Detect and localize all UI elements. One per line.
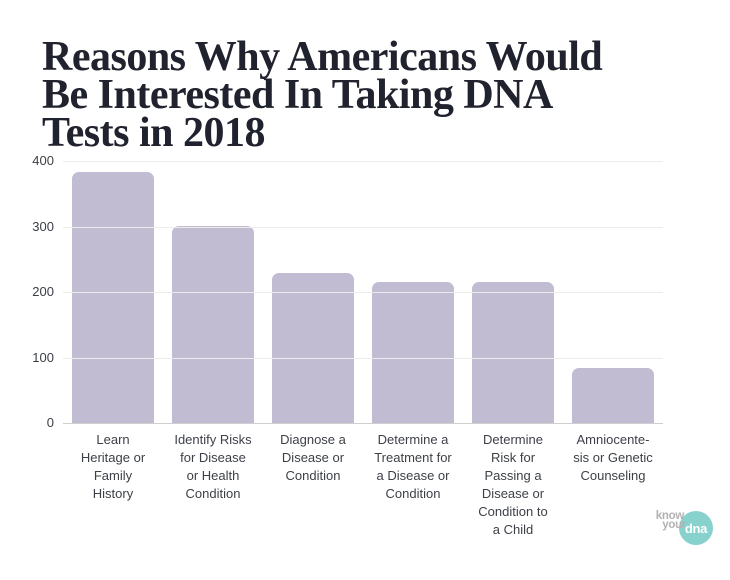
bar-slot-1 xyxy=(163,162,263,424)
gridline-200 xyxy=(63,292,663,293)
x-axis-label-line: Learn xyxy=(96,432,130,447)
x-axis-label-line: a Disease or xyxy=(376,468,450,483)
bar-slot-3 xyxy=(363,162,463,424)
knowyourdna-logo: know your dna xyxy=(650,506,716,548)
x-axis-label-line: Family xyxy=(93,468,133,483)
x-axis-label-line: Condition to xyxy=(478,504,548,519)
x-axis-label-line: Diagnose a xyxy=(280,432,346,447)
x-axis-label-line: or Health xyxy=(186,468,240,483)
y-tick-label-0: 0 xyxy=(46,415,54,430)
bar-3 xyxy=(372,281,454,424)
bar-slot-2 xyxy=(263,162,363,424)
x-axis-label-line: a Child xyxy=(492,522,534,537)
chart-title-line-2: Be Interested In Taking DNA xyxy=(42,72,553,118)
x-axis-label-line: Disease or xyxy=(481,486,545,501)
x-axis-label-3: Determine a Treatment for a Disease or Cond… xyxy=(363,431,463,539)
x-axis-label-line: Heritage or xyxy=(80,450,146,465)
x-axis-labels: Learn Heritage or Family History Identify Ri… xyxy=(63,431,663,539)
logo-text-dna: dna xyxy=(684,520,708,536)
x-axis-label-line: Determine xyxy=(483,432,543,447)
x-axis-label-0: Learn Heritage or Family History xyxy=(63,431,163,539)
x-axis-label-line: for Disease xyxy=(180,450,246,465)
gridline-300 xyxy=(63,226,663,228)
x-axis-label-line: sis or Genetic xyxy=(573,450,653,465)
bar-1 xyxy=(172,225,254,424)
y-tick-label-100: 100 xyxy=(32,349,54,365)
x-axis-label-5: Amniocente-sis or Genetic Counseling xyxy=(563,431,663,539)
x-axis-label-line: Disease or xyxy=(281,450,345,465)
bar-2 xyxy=(272,273,354,424)
y-tick-label-200: 200 xyxy=(32,284,54,299)
logo-dna-circle: dna xyxy=(679,511,713,545)
bar-slot-4 xyxy=(463,162,563,424)
x-axis-label-line: Treatment for xyxy=(374,450,452,465)
bar-5 xyxy=(572,368,654,424)
plot-area: 0 100 200 300 400 xyxy=(32,154,663,430)
chart-title: Reasons Why Americans Would Be Intereste… xyxy=(42,34,603,156)
chart-title-line-1: Reasons Why Americans Would xyxy=(42,34,603,80)
x-axis-label-line: Condition xyxy=(385,486,441,501)
gridline-400 xyxy=(63,161,663,162)
chart-title-line-3: Tests in 2018 xyxy=(42,110,266,156)
x-axis-label-line: Amniocente- xyxy=(576,432,650,447)
x-axis-label-line: Identify Risks xyxy=(174,432,252,447)
x-axis-label-1: Identify Risks for Disease or Health Condit… xyxy=(163,431,263,539)
x-axis-label-line: Passing a xyxy=(484,468,542,483)
x-axis-label-line: Determine a xyxy=(377,432,449,447)
x-axis-label-line: Counseling xyxy=(580,468,646,483)
x-axis-label-line: Condition xyxy=(285,468,341,483)
bar-slot-5 xyxy=(563,162,663,424)
x-axis-label-line: Condition xyxy=(185,486,241,501)
logo-text-know: know xyxy=(655,510,685,522)
bar-slot-0 xyxy=(63,162,163,424)
bar-4 xyxy=(472,281,554,424)
y-tick-label-400: 400 xyxy=(32,153,54,168)
bar-0 xyxy=(72,171,154,424)
bars-container xyxy=(63,162,663,424)
logo-text-your: your xyxy=(662,519,686,531)
x-axis-label-line: Risk for xyxy=(490,450,536,465)
y-tick-label-300: 300 xyxy=(32,218,54,234)
x-axis-label-4: Determine Risk for Passing a Disease or Cond… xyxy=(463,431,563,539)
x-axis-label-line: History xyxy=(92,486,134,501)
x-axis-label-2: Diagnose a Disease or Condition xyxy=(263,431,363,539)
gridline-0 xyxy=(63,423,663,424)
gridline-100 xyxy=(63,357,663,359)
